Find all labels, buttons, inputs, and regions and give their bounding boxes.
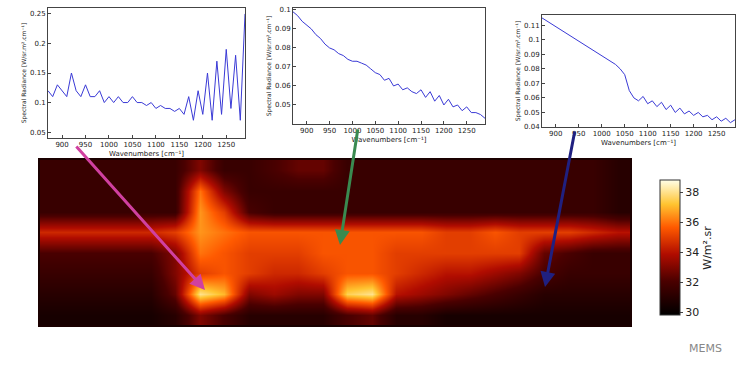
svg-text:34: 34 (685, 246, 699, 259)
svg-text:0.1: 0.1 (34, 99, 45, 107)
svg-text:0.07: 0.07 (524, 80, 540, 88)
svg-text:0.05: 0.05 (524, 109, 540, 117)
svg-text:Wavenumbers [cm⁻¹]: Wavenumbers [cm⁻¹] (109, 150, 184, 158)
svg-text:30: 30 (685, 306, 699, 319)
svg-text:1050: 1050 (366, 127, 384, 135)
svg-text:0.08: 0.08 (275, 44, 291, 52)
svg-text:1150: 1150 (662, 130, 680, 138)
svg-text:0.08: 0.08 (524, 65, 540, 73)
svg-text:1250: 1250 (217, 141, 235, 149)
svg-text:1100: 1100 (147, 141, 165, 149)
svg-text:1150: 1150 (412, 127, 430, 135)
svg-text:0.15: 0.15 (30, 69, 46, 77)
svg-text:1050: 1050 (124, 141, 142, 149)
svg-text:0.2: 0.2 (34, 40, 45, 48)
svg-text:36: 36 (685, 216, 699, 229)
svg-text:1000: 1000 (593, 130, 611, 138)
svg-text:1200: 1200 (194, 141, 212, 149)
svg-text:1200: 1200 (685, 130, 703, 138)
svg-text:900: 900 (55, 141, 68, 149)
svg-text:0.04: 0.04 (524, 123, 540, 131)
svg-text:0.06: 0.06 (275, 82, 291, 90)
svg-text:0.11: 0.11 (524, 22, 540, 30)
svg-text:38: 38 (685, 186, 699, 199)
svg-text:1000: 1000 (344, 127, 362, 135)
svg-text:0.25: 0.25 (30, 10, 46, 18)
svg-text:1050: 1050 (616, 130, 634, 138)
svg-text:Wavenumbers [cm⁻¹]: Wavenumbers [cm⁻¹] (601, 139, 676, 147)
svg-text:32: 32 (685, 276, 699, 289)
svg-text:900: 900 (300, 127, 313, 135)
svg-text:0.07: 0.07 (275, 63, 291, 71)
svg-text:1000: 1000 (100, 141, 118, 149)
svg-text:950: 950 (323, 127, 336, 135)
svg-text:Wavenumbers [cm⁻¹]: Wavenumbers [cm⁻¹] (351, 136, 426, 144)
svg-text:1250: 1250 (458, 127, 476, 135)
svg-text:950: 950 (79, 141, 92, 149)
svg-text:0.1: 0.1 (528, 36, 539, 44)
svg-text:1100: 1100 (639, 130, 657, 138)
svg-text:0.1: 0.1 (279, 6, 290, 14)
svg-text:900: 900 (549, 130, 562, 138)
svg-text:0.09: 0.09 (275, 25, 291, 33)
svg-text:0.06: 0.06 (524, 94, 540, 102)
svg-text:W/m².sr: W/m².sr (701, 226, 714, 270)
svg-text:0.09: 0.09 (524, 51, 540, 59)
svg-text:950: 950 (572, 130, 585, 138)
svg-text:Spectral Radiance [W/sr.m².cm⁻: Spectral Radiance [W/sr.m².cm⁻¹] (265, 16, 273, 117)
svg-text:0.05: 0.05 (30, 129, 46, 137)
svg-text:0.05: 0.05 (275, 101, 291, 109)
svg-text:Spectral Radiance [W/sr.m².cm⁻: Spectral Radiance [W/sr.m².cm⁻¹] (514, 21, 522, 122)
svg-text:Spectral Radiance [W/sr.m².cm⁻: Spectral Radiance [W/sr.m².cm⁻¹] (20, 23, 28, 124)
svg-text:1200: 1200 (435, 127, 453, 135)
svg-text:MEMS: MEMS (689, 342, 722, 355)
svg-text:1250: 1250 (708, 130, 726, 138)
svg-text:1150: 1150 (170, 141, 188, 149)
svg-text:1100: 1100 (389, 127, 407, 135)
